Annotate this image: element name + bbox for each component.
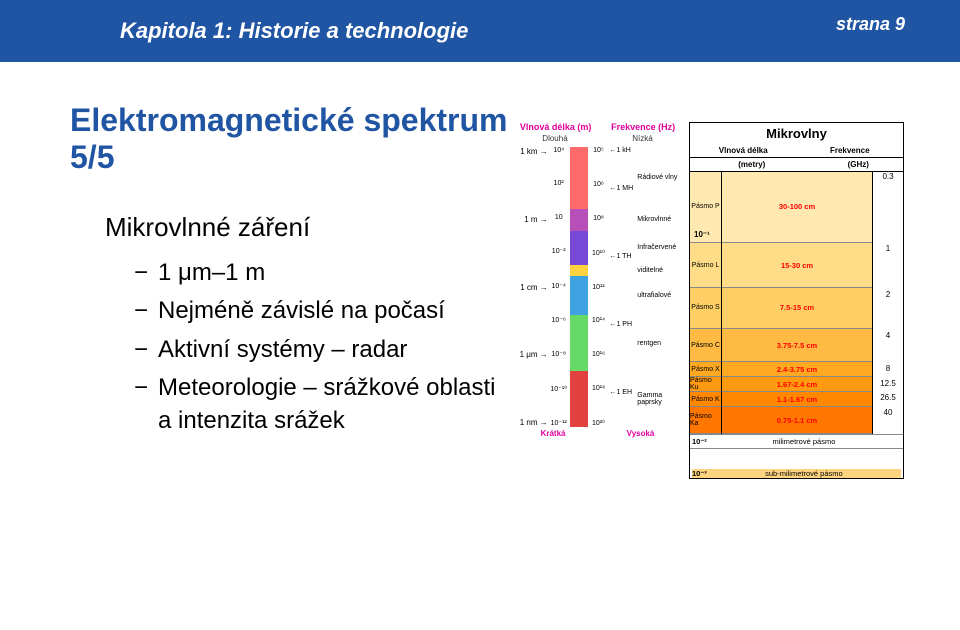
bullet-item: Nejméně závislé na počasí	[140, 295, 510, 327]
frequency-column: 0.3124812.526.540	[873, 172, 903, 434]
chapter-title: Kapitola 1: Historie a technologie	[120, 18, 468, 44]
topic-heading: Mikrovlnné záření	[105, 212, 510, 243]
micro-head-fr: Frekvence	[797, 144, 904, 157]
micro-head-wl-unit: (metry)	[690, 158, 814, 171]
spectrum-head-wl: Vlnová délka (m)	[520, 122, 592, 132]
text-column: Elektromagnetické spektrum 5/5 Mikrovlnn…	[70, 102, 510, 479]
page-number: strana 9	[836, 14, 905, 35]
spectrum-sub-right: Nízká	[632, 134, 652, 143]
spectrum-foot-right: Vysoká	[627, 429, 655, 438]
spectrum-sub-left: Dlouhá	[542, 134, 567, 143]
micro-head-wl: Vlnová délka	[690, 144, 797, 157]
microwave-bands-table: Mikrovlny Vlnová délka Frekvence (metry)…	[689, 122, 904, 479]
figure-column: Vlnová délka (m) Frekvence (Hz) Dlouhá N…	[510, 102, 910, 479]
slide-header: Kapitola 1: Historie a technologie stran…	[0, 0, 960, 62]
band-labels: Rádiové vlnyMikrovlnnéInfračervenévidite…	[635, 147, 685, 427]
micro-title: Mikrovlny	[690, 123, 903, 144]
bullet-item: Meteorologie – srážkové oblasti a intenz…	[140, 372, 510, 437]
sub-mm-band-label: 10⁻³ sub-milimetrové pásmo	[690, 448, 903, 478]
bullet-item: Aktivní systémy – radar	[140, 334, 510, 366]
frequency-labels: ←1 kH←1 MH←1 TH←1 PH←1 EH	[609, 147, 633, 427]
mm-band-label: 10⁻² milimetrové pásmo	[690, 434, 903, 448]
band-name-column: Pásmo PPásmo LPásmo SPásmo CPásmo XPásmo…	[690, 172, 722, 434]
micro-head-fr-unit: (GHz)	[814, 158, 903, 171]
wavelength-powers: 10⁴10²1010⁻²10⁻⁴10⁻⁶10⁻⁸10⁻¹⁰10⁻¹²	[550, 147, 568, 427]
em-spectrum-chart: Vlnová délka (m) Frekvence (Hz) Dlouhá N…	[510, 122, 685, 479]
spectrum-head-fr: Frekvence (Hz)	[611, 122, 675, 132]
wavelength-column: 10⁻¹30-100 cm15-30 cm7.5-15 cm3.75-7.5 c…	[722, 172, 873, 434]
spectrum-foot-left: Krátká	[541, 429, 566, 438]
bullet-list: 1 μm–1 m Nejméně závislé na počasí Aktiv…	[140, 257, 510, 437]
spectrum-bar	[570, 147, 588, 427]
slide-title: Elektromagnetické spektrum 5/5	[70, 102, 510, 176]
frequency-powers: 10⁵10⁶10⁸10¹⁰10¹²10¹⁴10¹⁶10¹⁸10²⁰	[590, 147, 608, 427]
bullet-item: 1 μm–1 m	[140, 257, 510, 289]
slide-content: Elektromagnetické spektrum 5/5 Mikrovlnn…	[0, 62, 960, 479]
wavelength-scale: 1 km →1 m →1 cm →1 μm →1 nm →	[510, 147, 548, 427]
